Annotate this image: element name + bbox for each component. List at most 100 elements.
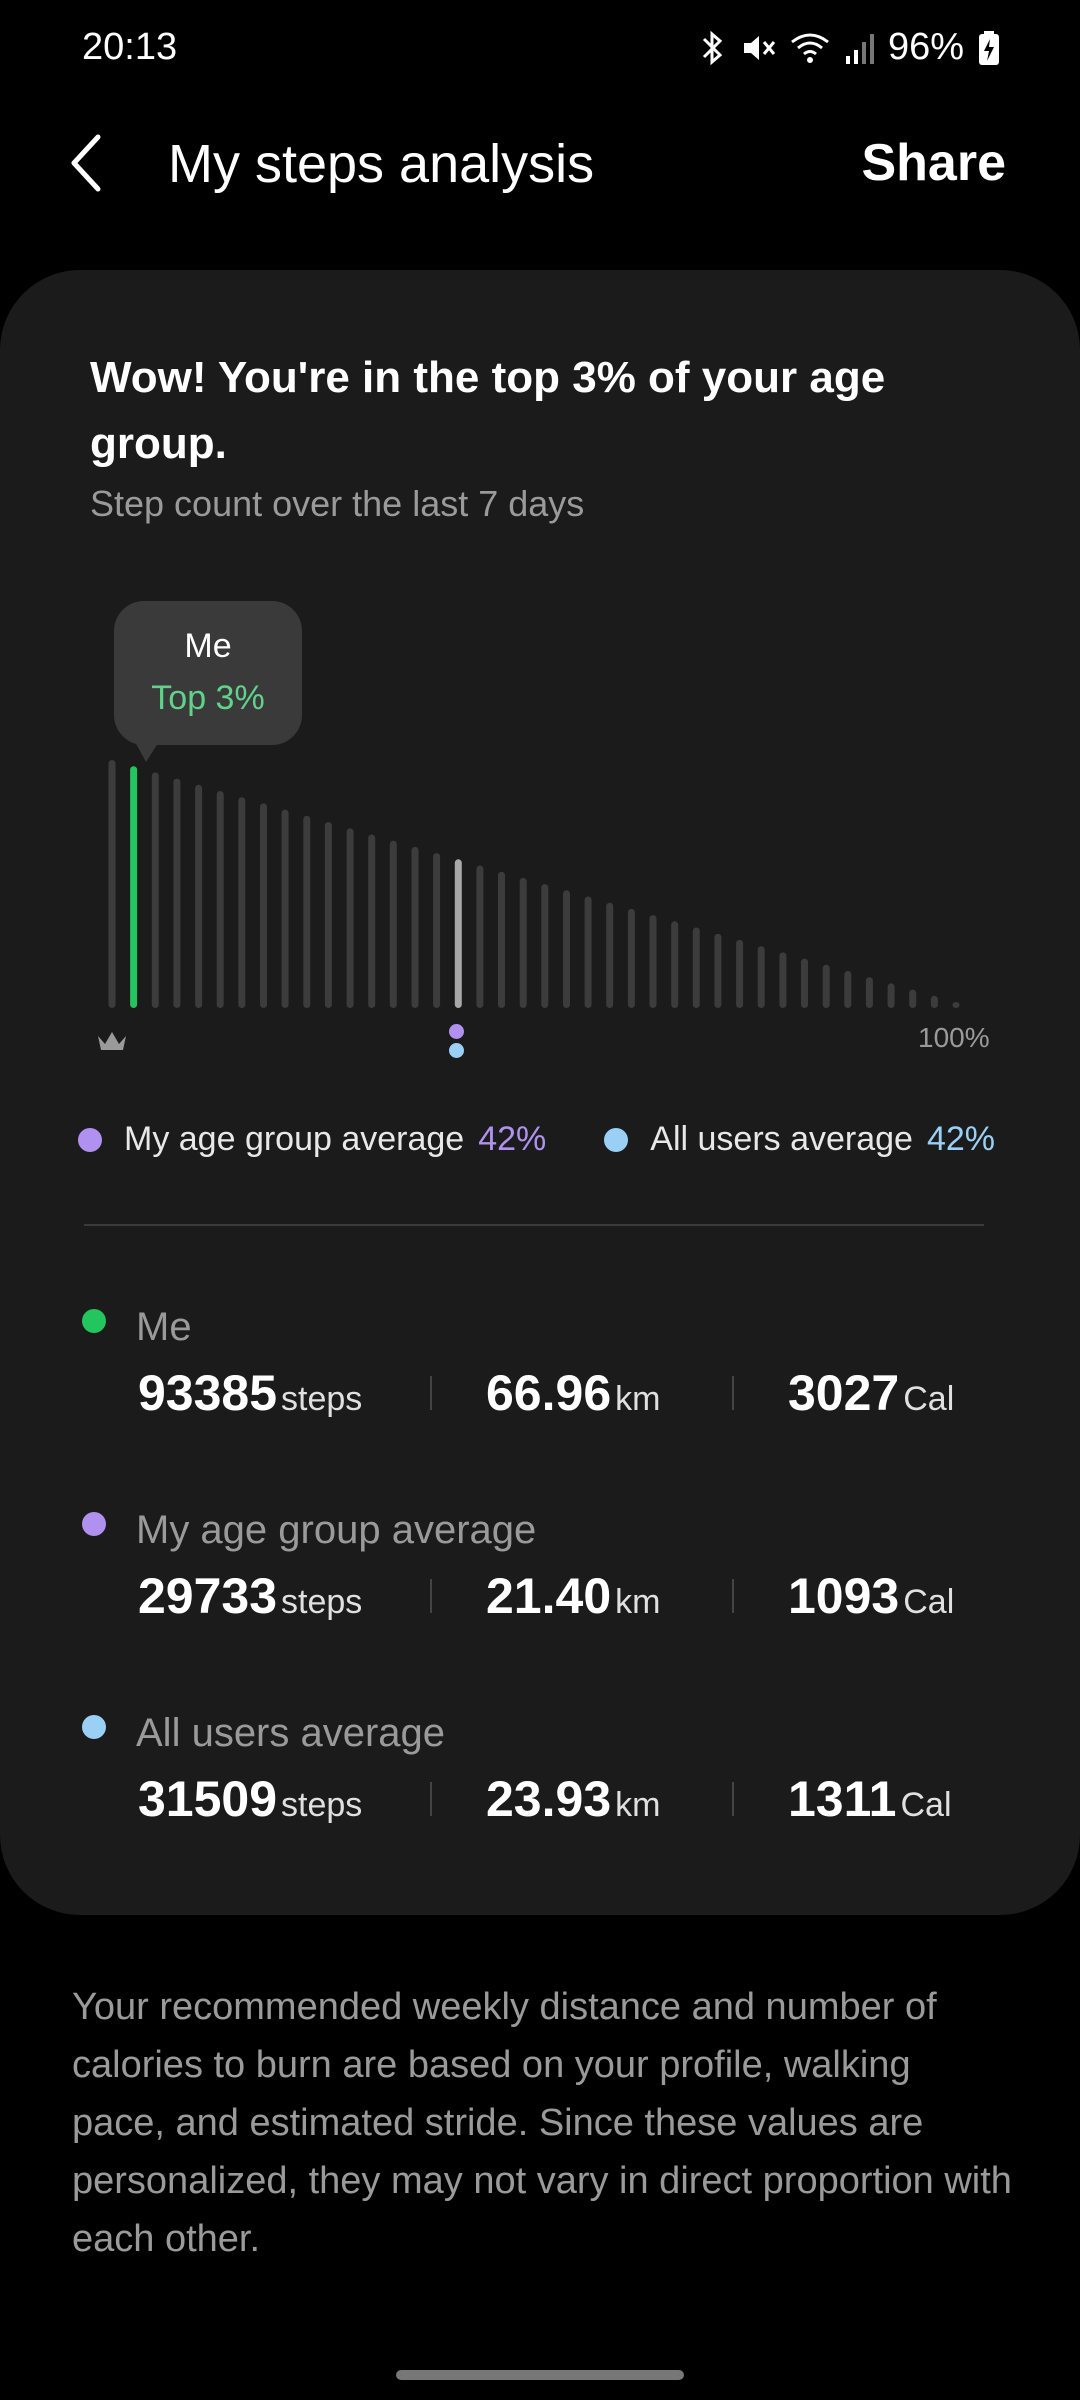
rank-bar: [411, 846, 419, 1008]
calories-unit: Cal: [903, 1583, 955, 1621]
average-marker: [449, 1024, 465, 1058]
all-users-marker-dot: [449, 1043, 464, 1058]
steps-unit: steps: [281, 1786, 363, 1824]
divider: [84, 1224, 984, 1226]
rank-bar: [952, 1002, 960, 1008]
rank-bar: [498, 871, 505, 1008]
wifi-icon: [790, 30, 830, 66]
rank-bar: [865, 977, 873, 1008]
stat-name: Me: [136, 1305, 192, 1349]
separator: [430, 1376, 432, 1410]
analysis-card: [0, 270, 1080, 1915]
status-icons: 96%: [700, 26, 1000, 69]
stat-block-me: Me 93385 steps 66.96 km 3027 Cal: [82, 1305, 1002, 1422]
stat-block-age-group: My age group average 29733 steps 21.40 km …: [82, 1508, 1002, 1625]
legend-dot-all-users: [604, 1127, 629, 1152]
rank-bar: [606, 902, 614, 1008]
distance-unit: km: [615, 1786, 661, 1824]
calories-unit: Cal: [900, 1786, 952, 1824]
rank-bar: [346, 828, 354, 1008]
average-bar: [454, 859, 462, 1008]
separator: [732, 1579, 734, 1613]
rank-bar: [584, 896, 592, 1008]
rank-bar: [909, 989, 917, 1008]
headline: Wow! You're in the top 3% of your age gr…: [90, 353, 886, 468]
me-tooltip: Me Top 3%: [114, 601, 302, 745]
rank-bar: [238, 797, 246, 1008]
stat-name: My age group average: [136, 1508, 537, 1552]
legend-label-all-users: All users average: [650, 1120, 913, 1158]
rank-bar: [779, 952, 787, 1008]
stat-block-all-users: All users average 31509 steps 23.93 km 131…: [82, 1711, 1002, 1828]
rank-bar: [281, 809, 289, 1008]
signal-icon: [844, 30, 874, 66]
bluetooth-icon: [700, 30, 726, 66]
page-title: My steps analysis: [168, 134, 595, 194]
tooltip-tail: [134, 740, 160, 762]
steps-unit: steps: [281, 1583, 363, 1621]
rank-bar: [692, 927, 700, 1008]
steps-value: 93385: [138, 1365, 278, 1421]
share-button[interactable]: Share: [861, 134, 1006, 192]
legend-value-all-users: 42%: [926, 1120, 996, 1158]
rank-bar: [151, 772, 159, 1008]
distance-value: 66.96: [486, 1365, 612, 1421]
calories-value: 1311: [788, 1771, 897, 1827]
rank-bar: [887, 983, 895, 1008]
axis-end-label: 100%: [918, 1022, 990, 1053]
footnote: Your recommended weekly distance and num…: [72, 1986, 1012, 2260]
me-dot: [82, 1308, 106, 1333]
distance-value: 21.40: [486, 1568, 612, 1624]
separator: [430, 1579, 432, 1613]
legend-label-age-group: My age group average: [124, 1120, 465, 1158]
back-button[interactable]: [66, 128, 122, 198]
battery-percent: 96%: [887, 26, 964, 68]
distance-value: 23.93: [486, 1771, 612, 1827]
rank-bar: [844, 971, 852, 1008]
battery-charging-icon: [978, 30, 1000, 66]
rank-bar: [930, 995, 938, 1008]
subline: Step count over the last 7 days: [90, 483, 585, 524]
legend-dot-age-group: [78, 1127, 102, 1152]
separator: [732, 1376, 734, 1410]
distance-unit: km: [615, 1380, 661, 1418]
rank-bar: [216, 791, 224, 1008]
rank-bar: [195, 784, 203, 1008]
rank-bar: [389, 840, 397, 1008]
rank-bar: [173, 778, 181, 1008]
status-time: 20:13: [82, 26, 178, 68]
rank-bar: [714, 933, 722, 1008]
rank-bar: [324, 822, 332, 1008]
me-bar: [130, 766, 138, 1008]
tooltip-title: Me: [184, 627, 232, 665]
rank-bar: [822, 964, 830, 1008]
all-users-dot: [82, 1714, 106, 1739]
stat-name: All users average: [136, 1711, 446, 1755]
rank-bar: [757, 946, 765, 1008]
rank-bar: [433, 853, 441, 1008]
rank-bar: [671, 921, 679, 1008]
rank-bar: [649, 915, 657, 1008]
rank-bar: [541, 884, 549, 1008]
rank-bar: [108, 760, 116, 1008]
calories-unit: Cal: [903, 1380, 955, 1418]
rank-bar: [563, 890, 570, 1008]
legend: My age group average 42% All users avera…: [78, 1120, 995, 1159]
rank-bar: [260, 803, 267, 1008]
ranking-bar-chart: [0, 760, 1080, 1010]
steps-value: 29733: [138, 1568, 278, 1624]
chevron-left-icon: [71, 134, 101, 192]
mute-icon: [740, 30, 776, 66]
rank-bar: [736, 939, 744, 1008]
crown-icon: [96, 1030, 128, 1059]
calories-value: 3027: [788, 1365, 900, 1421]
age-group-marker-dot: [449, 1024, 464, 1039]
tooltip-value: Top 3%: [151, 679, 265, 717]
home-indicator[interactable]: [396, 2370, 684, 2380]
rank-bar: [368, 834, 376, 1008]
rank-bar: [801, 958, 808, 1008]
steps-unit: steps: [281, 1380, 363, 1418]
rank-bar: [519, 877, 527, 1008]
legend-value-age-group: 42%: [478, 1120, 547, 1158]
rank-bar: [303, 815, 311, 1008]
